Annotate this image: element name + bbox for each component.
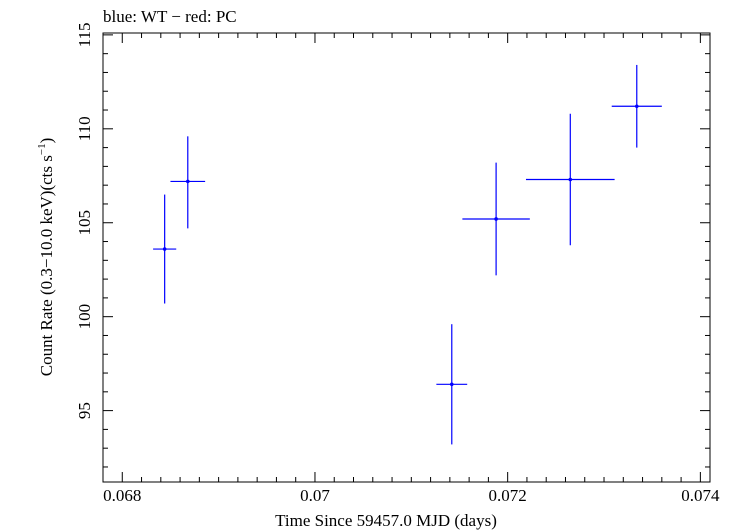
x-tick-label: 0.074 bbox=[681, 486, 720, 505]
y-axis-label-main: Count Rate (0.3−10.0 keV)(cts s bbox=[37, 155, 56, 376]
data-point bbox=[611, 64, 662, 148]
y-tick-label: 115 bbox=[75, 22, 94, 47]
y-axis-label: Count Rate (0.3−10.0 keV)(cts s−1) bbox=[36, 138, 56, 377]
data-point bbox=[153, 194, 177, 304]
x-tick-label: 0.068 bbox=[103, 486, 141, 505]
x-axis-label: Time Since 59457.0 MJD (days) bbox=[275, 511, 497, 530]
y-axis-label-sup: −1 bbox=[36, 143, 48, 155]
data-point bbox=[525, 113, 615, 246]
point-marker bbox=[449, 382, 454, 387]
point-marker bbox=[185, 179, 190, 184]
x-tick-label: 0.07 bbox=[300, 486, 330, 505]
point-marker bbox=[162, 247, 167, 251]
data-point bbox=[436, 324, 468, 445]
data-points bbox=[153, 64, 662, 445]
y-axis-label-close: ) bbox=[37, 138, 56, 144]
chart-title: blue: WT − red: PC bbox=[103, 7, 237, 26]
x-tick-labels: 0.068 0.07 0.072 0.074 bbox=[103, 486, 720, 505]
y-tick-label: 95 bbox=[75, 402, 94, 419]
y-tick-label: 105 bbox=[75, 210, 94, 236]
axis-ticks bbox=[102, 33, 710, 482]
plot-frame bbox=[102, 32, 711, 483]
data-point bbox=[462, 162, 530, 276]
y-tick-labels: 95 100 105 110 115 bbox=[75, 22, 94, 419]
x-tick-label: 0.072 bbox=[489, 486, 527, 505]
y-tick-label: 100 bbox=[75, 304, 94, 330]
point-marker bbox=[634, 104, 639, 109]
y-tick-label: 110 bbox=[75, 116, 94, 141]
point-marker bbox=[568, 177, 573, 182]
data-point bbox=[170, 136, 206, 229]
point-marker bbox=[494, 217, 498, 221]
